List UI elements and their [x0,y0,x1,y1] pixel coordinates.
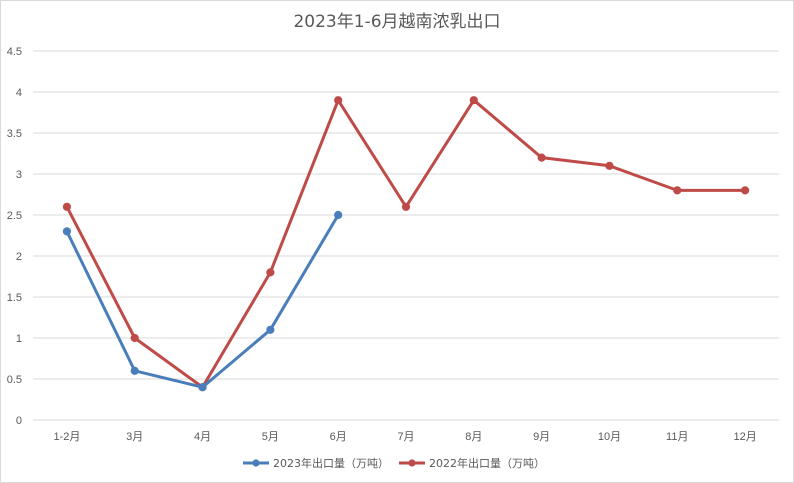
x-tick-label: 7月 [397,431,414,443]
grid [33,50,779,421]
series-2023 [62,210,343,392]
data-point [673,186,682,195]
data-point [334,210,343,220]
legend: 2023年出口量（万吨） 2022年出口量（万吨） [243,456,545,470]
legend-item: 2022年出口量（万吨） [399,456,545,470]
y-axis-ticks: 0 0.5 1 1.5 2 2.5 3 3.5 4 4.5 [7,46,22,427]
legend-marker [408,459,416,467]
legend-label: 2023年出口量（万吨） [273,456,389,470]
x-axis-ticks: 1-2月 3月 4月 5月 6月 7月 8月 9月 10月 11月 12月 [53,431,756,443]
x-tick-label: 1-2月 [53,431,80,443]
data-point [605,161,614,170]
x-tick-label: 5月 [262,431,279,443]
x-tick-label: 3月 [126,431,143,443]
y-tick-label: 1 [16,333,22,345]
data-point [266,325,275,334]
x-tick-label: 4月 [194,431,211,443]
data-point [537,153,546,162]
series [62,96,750,392]
data-point [130,366,139,375]
legend-marker [252,459,260,467]
data-point [62,227,72,236]
data-point [469,96,478,105]
y-tick-label: 3.5 [7,128,22,140]
y-tick-label: 2.5 [7,210,22,222]
series-2022 [62,96,750,392]
data-point [266,268,275,277]
legend-label: 2022年出口量（万吨） [429,456,545,470]
x-tick-label: 10月 [598,431,621,443]
chart-title: 2023年1-6月越南浓乳出口 [293,12,500,32]
data-point [62,202,72,211]
x-tick-label: 8月 [465,431,482,443]
x-tick-label: 9月 [533,431,550,443]
data-point [130,333,139,343]
y-tick-label: 2 [16,251,22,263]
series-line [65,98,747,389]
y-tick-label: 0.5 [7,374,22,386]
y-tick-label: 4 [16,87,22,99]
data-point [401,202,411,211]
x-tick-label: 12月 [733,431,756,443]
y-tick-label: 4.5 [7,46,22,58]
data-point [740,186,750,195]
y-tick-label: 0 [16,415,22,427]
data-point [334,96,343,105]
y-tick-label: 3 [16,169,22,181]
x-tick-label: 11月 [666,431,688,443]
series-line [65,213,340,389]
data-point [198,383,207,392]
legend-item: 2023年出口量（万吨） [243,456,389,470]
x-tick-label: 6月 [330,431,347,443]
y-tick-label: 1.5 [7,292,22,304]
